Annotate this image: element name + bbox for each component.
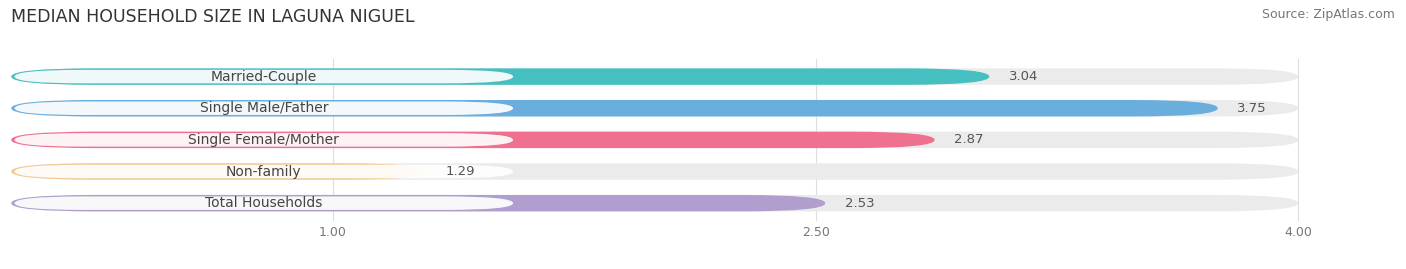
FancyBboxPatch shape <box>14 70 513 83</box>
FancyBboxPatch shape <box>11 195 1298 211</box>
FancyBboxPatch shape <box>14 196 513 210</box>
Text: Total Households: Total Households <box>205 196 322 210</box>
Text: 3.04: 3.04 <box>1008 70 1038 83</box>
FancyBboxPatch shape <box>14 133 513 147</box>
FancyBboxPatch shape <box>11 100 1298 116</box>
FancyBboxPatch shape <box>11 163 1298 180</box>
FancyBboxPatch shape <box>11 132 935 148</box>
Text: 3.75: 3.75 <box>1237 102 1267 115</box>
Text: 2.87: 2.87 <box>953 133 983 146</box>
Text: 2.53: 2.53 <box>845 197 875 210</box>
FancyBboxPatch shape <box>11 163 426 180</box>
Text: Non-family: Non-family <box>226 165 302 179</box>
Text: Single Male/Father: Single Male/Father <box>200 101 328 115</box>
FancyBboxPatch shape <box>11 68 1298 85</box>
FancyBboxPatch shape <box>11 132 1298 148</box>
FancyBboxPatch shape <box>11 195 825 211</box>
Text: 1.29: 1.29 <box>446 165 475 178</box>
Text: MEDIAN HOUSEHOLD SIZE IN LAGUNA NIGUEL: MEDIAN HOUSEHOLD SIZE IN LAGUNA NIGUEL <box>11 8 415 26</box>
Text: Single Female/Mother: Single Female/Mother <box>188 133 339 147</box>
FancyBboxPatch shape <box>11 68 990 85</box>
FancyBboxPatch shape <box>11 100 1218 116</box>
Text: Married-Couple: Married-Couple <box>211 70 316 84</box>
FancyBboxPatch shape <box>14 165 513 178</box>
Text: Source: ZipAtlas.com: Source: ZipAtlas.com <box>1261 8 1395 21</box>
FancyBboxPatch shape <box>14 101 513 115</box>
